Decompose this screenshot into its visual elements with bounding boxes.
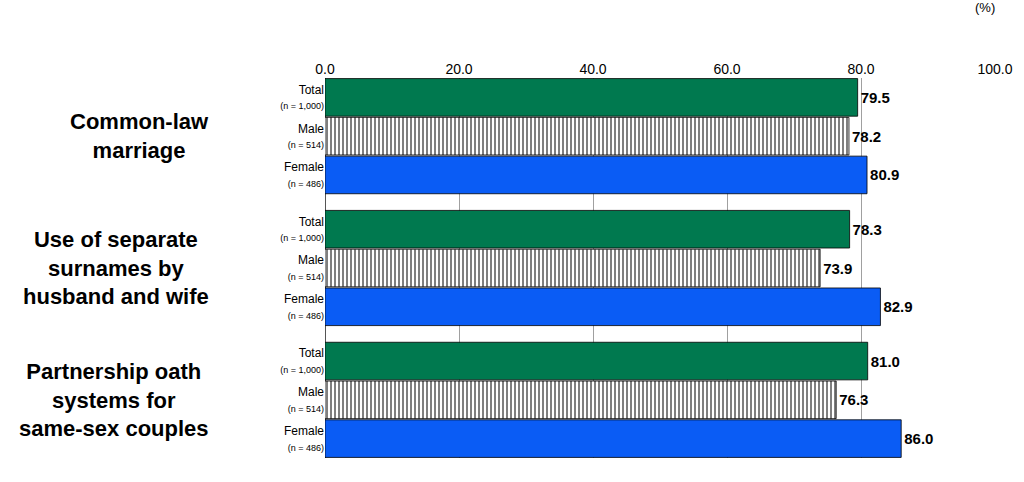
svg-text:Use of separatesurnames byhusb: Use of separatesurnames byhusband and wi…	[23, 227, 209, 309]
svg-text:81.0: 81.0	[871, 353, 900, 370]
svg-text:Male(n = 514): Male(n = 514)	[288, 122, 325, 151]
svg-text:80.0: 80.0	[847, 61, 874, 77]
svg-text:60.0: 60.0	[713, 61, 740, 77]
svg-text:Common-lawmarriage: Common-lawmarriage	[70, 109, 209, 163]
svg-text:Female(n = 486): Female(n = 486)	[284, 292, 324, 321]
svg-text:Male(n = 514): Male(n = 514)	[288, 385, 325, 414]
svg-text:76.3: 76.3	[839, 391, 868, 408]
svg-text:86.0: 86.0	[904, 430, 933, 447]
svg-text:Total(n = 1,000): Total(n = 1,000)	[280, 215, 324, 244]
svg-text:79.5: 79.5	[861, 89, 890, 106]
svg-text:78.2: 78.2	[852, 128, 881, 145]
svg-text:(%): (%)	[975, 0, 995, 15]
svg-text:Female(n = 486): Female(n = 486)	[284, 424, 324, 453]
svg-text:40.0: 40.0	[579, 61, 606, 77]
svg-text:78.3: 78.3	[853, 221, 882, 238]
svg-text:Total(n = 1,000): Total(n = 1,000)	[280, 83, 324, 112]
svg-text:0.0: 0.0	[315, 61, 335, 77]
svg-text:Total(n = 1,000): Total(n = 1,000)	[280, 346, 324, 375]
svg-text:73.9: 73.9	[823, 260, 852, 277]
svg-text:82.9: 82.9	[883, 298, 912, 315]
svg-text:80.9: 80.9	[870, 166, 899, 183]
svg-text:Female(n = 486): Female(n = 486)	[284, 160, 324, 189]
svg-text:100.0: 100.0	[977, 61, 1012, 77]
svg-text:20.0: 20.0	[445, 61, 472, 77]
svg-text:Male(n = 514): Male(n = 514)	[288, 253, 325, 282]
svg-text:Partnership oathsystems forsam: Partnership oathsystems forsame-sex coup…	[19, 359, 209, 441]
